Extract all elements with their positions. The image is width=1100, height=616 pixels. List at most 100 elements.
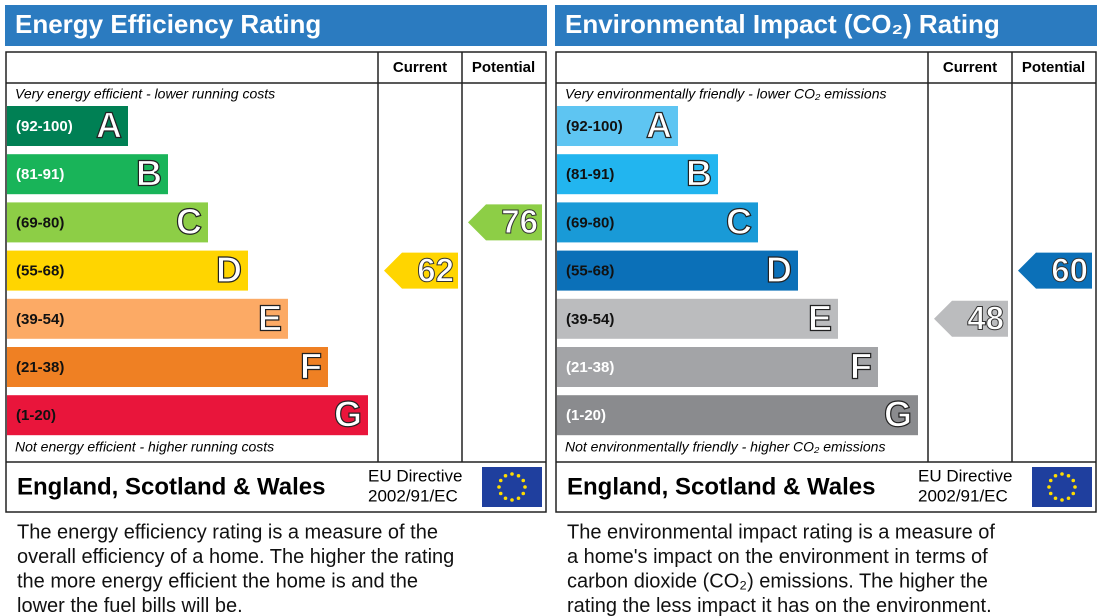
rating-band [557, 202, 758, 243]
table-frame [555, 51, 1097, 513]
rating-band [7, 347, 328, 387]
flag-star [1053, 496, 1058, 501]
column-header: Potential [472, 59, 535, 76]
band-letter: A [96, 105, 122, 146]
description-line: rating the less impact it has on the env… [567, 595, 992, 616]
rating-value: 60 [1051, 251, 1088, 288]
rating-panel: Energy Efficiency Rating Current Potential… [5, 5, 547, 616]
flag-star [510, 498, 514, 502]
description-line: overall efficiency of a home. The higher… [17, 546, 454, 568]
flag-star [521, 478, 526, 483]
bottom-note: Not energy efficient - higher running co… [15, 439, 274, 455]
flag-star [1066, 496, 1071, 501]
band-range: (81-91) [16, 166, 64, 183]
band-range: (21-38) [16, 359, 64, 376]
flag-star [1047, 485, 1051, 489]
rating-band [7, 202, 208, 243]
rating-band [557, 347, 878, 387]
rating-band [7, 395, 368, 436]
flag-star [516, 496, 521, 501]
flag-star [1048, 478, 1053, 483]
band-letter: G [334, 394, 362, 435]
band-letter: D [766, 249, 792, 290]
column-header: Potential [1022, 59, 1085, 76]
band-letter: A [646, 105, 672, 146]
flag-star [1071, 478, 1076, 483]
band-letter: E [808, 297, 832, 338]
flag-star [503, 473, 508, 478]
band-range: (92-100) [566, 118, 623, 135]
top-note: Very environmentally friendly - lower CO… [565, 86, 886, 102]
bottom-note: Not environmentally friendly - higher CO… [565, 439, 885, 455]
rating-band [557, 395, 918, 436]
flag-star [1060, 498, 1064, 502]
flag-star [1060, 472, 1064, 476]
flag-star [523, 485, 527, 489]
description-line: carbon dioxide (CO₂) emissions. The high… [567, 570, 988, 592]
flag-star [1071, 491, 1076, 496]
footer-directive: 2002/91/EC [368, 486, 458, 505]
band-range: (55-68) [16, 263, 64, 280]
rating-arrow [468, 204, 542, 241]
band-letter: C [176, 201, 202, 242]
band-range: (69-80) [16, 214, 64, 231]
flag-star [1066, 473, 1071, 478]
band-range: (81-91) [566, 166, 614, 183]
band-range: (69-80) [566, 214, 614, 231]
panel-title: Environmental Impact (CO₂) Rating [565, 9, 1000, 39]
band-range: (39-54) [566, 311, 614, 328]
description-line: The energy efficiency rating is a measur… [17, 521, 438, 543]
band-letter: F [850, 346, 872, 387]
footer-region: England, Scotland & Wales [567, 473, 875, 500]
description-line: the more energy efficient the home is an… [17, 570, 418, 592]
rating-band [7, 298, 288, 339]
flag-star [516, 473, 521, 478]
band-letter: C [726, 201, 752, 242]
flag-star [498, 478, 503, 483]
rating-band [7, 106, 128, 146]
flag-star [1073, 485, 1077, 489]
band-letter: F [300, 346, 322, 387]
title-bar [555, 5, 1097, 46]
flag-star [510, 472, 514, 476]
rating-band [557, 106, 678, 146]
flag-star [497, 485, 501, 489]
footer-region: England, Scotland & Wales [17, 473, 325, 500]
rating-arrow [1018, 252, 1092, 289]
band-range: (1-20) [566, 407, 606, 424]
rating-arrow [934, 300, 1008, 337]
rating-band [7, 154, 168, 195]
band-letter: B [136, 153, 162, 194]
band-range: (1-20) [16, 407, 56, 424]
rating-value: 48 [967, 300, 1004, 337]
flag-star [1048, 491, 1053, 496]
band-range: (39-54) [16, 311, 64, 328]
rating-band [557, 250, 798, 291]
rating-value: 76 [501, 203, 538, 240]
description-line: The environmental impact rating is a mea… [567, 521, 995, 543]
footer-directive: EU Directive [368, 466, 462, 485]
rating-panel: Environmental Impact (CO₂) Rating Current… [555, 5, 1097, 616]
flag-star [498, 491, 503, 496]
flag-star [1053, 473, 1058, 478]
column-header: Current [393, 59, 447, 76]
flag-star [503, 496, 508, 501]
column-header: Current [943, 59, 997, 76]
footer-directive: EU Directive [918, 466, 1012, 485]
panel-title: Energy Efficiency Rating [15, 9, 321, 39]
title-bar [5, 5, 547, 46]
rating-arrow [384, 252, 458, 289]
band-letter: G [884, 394, 912, 435]
description-line: a home's impact on the environment in te… [567, 546, 988, 568]
band-letter: D [216, 249, 242, 290]
rating-band [7, 250, 248, 291]
top-note: Very energy efficient - lower running co… [15, 86, 275, 102]
band-letter: E [258, 297, 282, 338]
description-line: lower the fuel bills will be. [17, 595, 243, 616]
rating-band [557, 154, 718, 195]
flag-star [521, 491, 526, 496]
footer-directive: 2002/91/EC [918, 486, 1008, 505]
table-frame [5, 51, 547, 513]
